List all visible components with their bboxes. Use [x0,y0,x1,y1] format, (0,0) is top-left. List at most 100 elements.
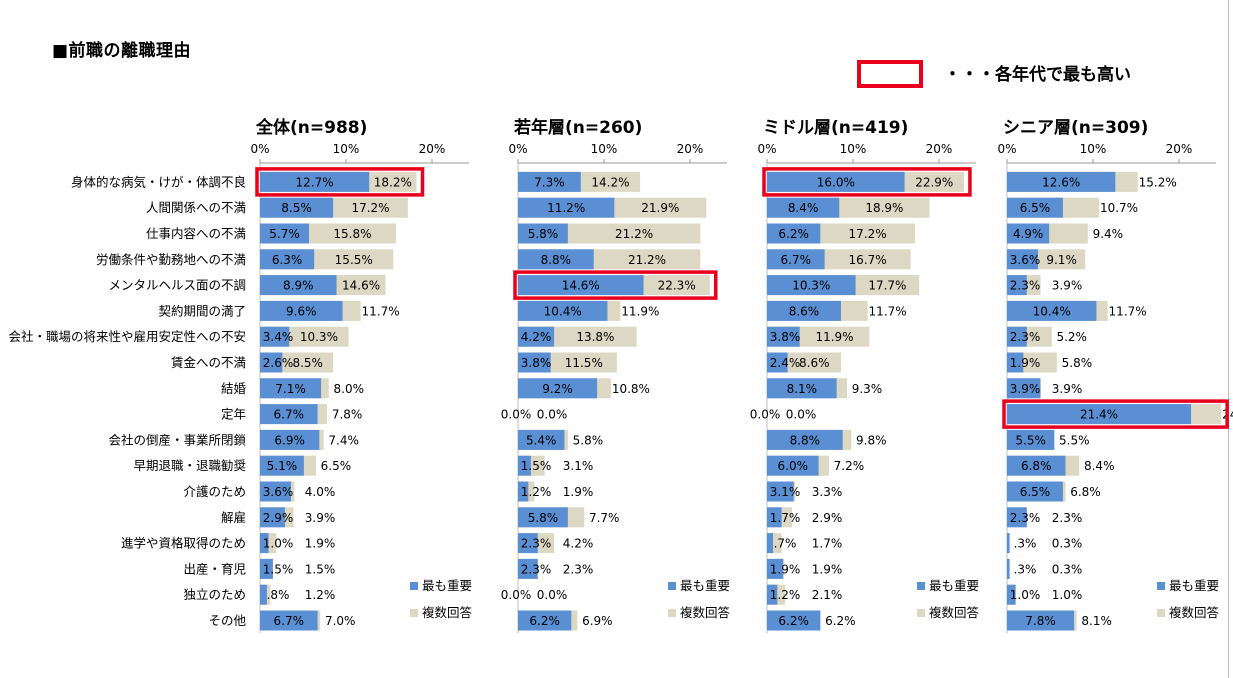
bar-most-important [1007,481,1063,502]
data-label-most-important: 5.5% [1015,433,1046,447]
data-label-most-important: 6.8% [1021,459,1052,473]
data-label-most-important: 8.5% [281,201,312,215]
bar-most-important [518,249,594,270]
category-label: 進学や資格取得のため [121,536,246,551]
data-label-most-important: 2.3% [521,537,552,551]
category-label: 会社・職場の将来性や雇用安定性への不安 [8,329,246,344]
x-tick-label: 10% [333,142,360,156]
bar-most-important [260,533,269,554]
data-label-multiple: 2.3% [1052,511,1083,525]
data-label-multiple: 21.9% [641,201,679,215]
data-label-multiple: 9.3% [852,382,883,396]
chart-panel-4: シニア層(n=309) 0% 10% 20% 12.6% 15.2% 6.5% 10.7% 4.… [997,118,1233,634]
bar-most-important [767,326,800,347]
bar-most-important [1007,249,1038,270]
category-label: 人間関係への不満 [146,200,246,215]
data-label-most-important: 2.3% [1010,511,1041,525]
bar-most-important [518,300,608,321]
bar-most-important [260,404,318,425]
data-label-most-important: 9.2% [542,382,573,396]
bar-most-important [518,197,615,218]
data-label-most-important: 9.6% [286,304,317,318]
bar-most-important [518,533,538,554]
bar-most-important [767,558,784,579]
category-label: 会社の倒産・事業所閉鎖 [108,432,246,447]
bar-most-important [518,275,644,296]
bar-most-important [1007,275,1027,296]
data-label-most-important: 6.2% [529,614,560,628]
data-label-multiple: 1.5% [305,562,336,576]
bar-most-important [767,223,821,244]
data-label-most-important: 6.7% [274,614,305,628]
data-label-most-important: 8.6% [789,304,820,318]
bar-most-important [518,481,529,502]
data-label-most-important: 6.7% [274,408,305,422]
bar-most-important [260,429,320,450]
data-label-most-important: 10.4% [1033,304,1071,318]
legend-swatch-most-important [917,582,925,590]
bar-most-important [1007,584,1016,605]
bar-most-important [260,378,322,399]
bar-most-important [260,249,315,270]
bar-most-important [767,455,819,476]
bar-most-important [767,352,788,373]
bar-most-important [518,223,568,244]
chart-panel-2: 若年層(n=260) 0% 10% 20% 7.3% 14.2% 11.2% 21.9% 5.8… [501,117,731,634]
panel-title: シニア層(n=309) [1003,118,1148,138]
data-label-most-important: .7% [774,537,797,551]
bar-most-important [518,507,568,528]
data-label-multiple: 17.2% [849,227,887,241]
data-label-most-important: 3.4% [263,330,294,344]
data-label-multiple: 7.0% [325,614,356,628]
data-label-most-important: 6.5% [1020,201,1051,215]
data-label-most-important: 5.4% [526,433,557,447]
data-label-most-important: 6.2% [778,614,809,628]
data-label-most-important: 8.8% [541,253,572,267]
data-label-most-important: 1.0% [1010,588,1041,602]
data-label-multiple: 3.9% [1052,382,1083,396]
data-label-multiple: 5.8% [1062,356,1093,370]
data-label-most-important: 0.0% [750,408,781,422]
data-label-multiple: 14.2% [591,175,629,189]
legend-swatch-multiple [917,609,925,617]
data-label-multiple: 11.5% [565,356,603,370]
data-label-multiple: 15.5% [335,253,373,267]
data-label-multiple: 6.2% [825,614,856,628]
bar-most-important [1007,378,1041,399]
data-label-most-important: 1.9% [770,562,801,576]
data-label-most-important: 21.4% [1080,408,1118,422]
bar-most-important [260,507,285,528]
data-label-most-important: 4.9% [1013,227,1044,241]
data-label-multiple: 7.8% [332,408,363,422]
x-tick-label: 0% [997,142,1016,156]
data-label-multiple: 0.0% [786,408,817,422]
category-label: 解雇 [221,510,246,525]
bar-most-important [767,249,825,270]
data-label-multiple: 10.8% [612,382,650,396]
category-label: 賃金への不満 [171,355,246,370]
data-label-most-important: 1.5% [263,562,294,576]
data-label-most-important: 1.5% [521,459,552,473]
data-label-multiple: 11.7% [1109,304,1147,318]
data-label-most-important: 6.9% [274,433,305,447]
data-label-most-important: 14.6% [562,279,600,293]
data-label-most-important: 2.4% [770,356,801,370]
data-label-most-important: 11.2% [547,201,585,215]
category-label: 結婚 [221,381,247,396]
data-label-most-important: .8% [267,588,290,602]
x-tick-label: 0% [757,142,776,156]
data-label-most-important: 2.9% [263,511,294,525]
data-label-most-important: .3% [1014,562,1037,576]
bar-most-important [767,481,794,502]
bar-most-important [767,507,782,528]
bar-most-important [767,275,856,296]
highlight-box [1002,399,1229,429]
data-label-multiple: 22.3% [658,279,696,293]
data-label-multiple: 21.2% [615,227,653,241]
legend-label-multiple: 複数回答 [929,605,980,620]
x-tick-label: 10% [840,142,867,156]
data-label-multiple: 1.9% [812,562,843,576]
bar-most-important [260,455,304,476]
